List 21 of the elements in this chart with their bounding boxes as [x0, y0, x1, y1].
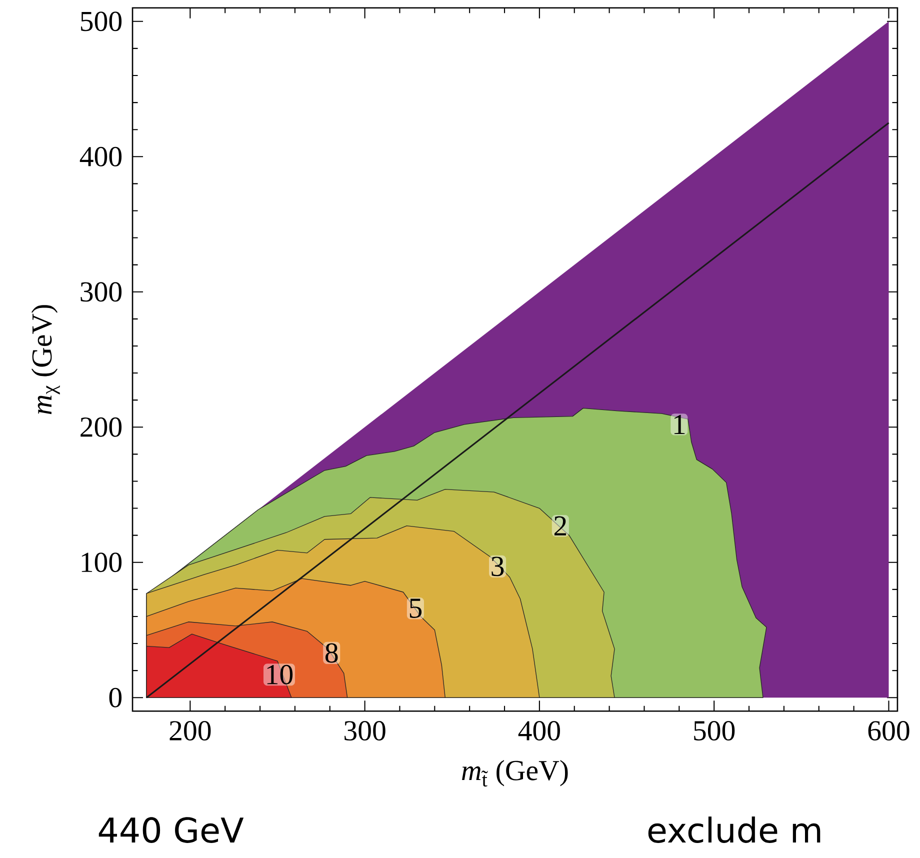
y-tick-label: 400	[80, 146, 122, 166]
y-tick-label: 500	[81, 12, 122, 32]
annotation: 3	[492, 556, 504, 576]
text: 440 GeV	[98, 817, 244, 843]
annotation: 2	[554, 516, 566, 536]
x-axis-title: m$_{t̃}$ (GeV)	[462, 760, 568, 787]
y-tick-label: 300	[80, 282, 122, 302]
x-tick-label: 500	[694, 720, 735, 740]
y-tick-label: 200	[80, 417, 122, 437]
text: exclude m	[648, 816, 820, 843]
y-tick-label: 100	[82, 552, 122, 572]
x-tick-label: 200	[170, 720, 211, 740]
annotation: 10	[267, 664, 293, 684]
x-tick-label: 300	[344, 720, 386, 740]
annotation: 8	[325, 643, 338, 663]
x-tick-label: 400	[518, 720, 560, 740]
y-axis-title: m$_{χ}$ (GeV)	[31, 305, 60, 414]
x-tick-label: 600	[868, 720, 910, 740]
annotation: 1	[674, 414, 685, 434]
y-tick-label: 0	[109, 688, 122, 708]
annotation: 5	[410, 598, 422, 618]
